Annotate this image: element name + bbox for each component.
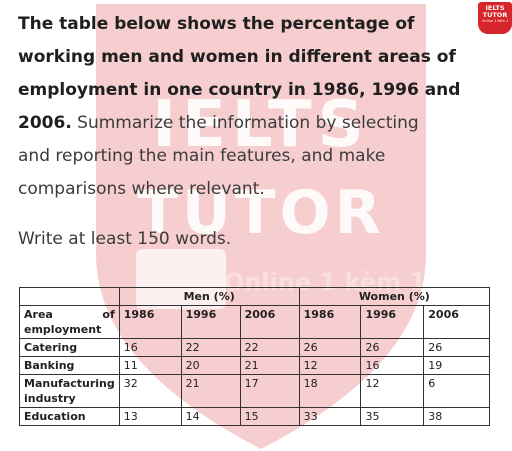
- year-header: 2006: [423, 305, 490, 339]
- prompt-line-3: employment in one country in 1986, 1996 …: [18, 80, 461, 100]
- table-cell: 14: [180, 407, 241, 426]
- prompt-line-5: and reporting the main features, and mak…: [18, 146, 386, 166]
- row-label: Manufacturing industry: [19, 374, 120, 408]
- table-cell: 26: [298, 338, 362, 357]
- table-cell: 26: [360, 338, 425, 357]
- table-cell: 22: [239, 338, 300, 357]
- area-label-bottom: employment: [24, 323, 102, 336]
- table-cell: 21: [239, 356, 300, 375]
- table-year-row: Area of employment 1986 1996 2006 1986 19…: [19, 305, 490, 339]
- table-cell: 26: [423, 338, 490, 357]
- area-of-employment-header: Area of employment: [19, 305, 120, 339]
- table-cell: 19: [423, 356, 490, 375]
- table-group-header-row: Men (%) Women (%): [19, 287, 491, 306]
- table-cell: 35: [360, 407, 425, 426]
- row-label: Banking: [19, 356, 120, 375]
- row-label: Education: [19, 407, 120, 426]
- prompt-line-4: 2006. Summarize the information by selec…: [18, 107, 468, 140]
- employment-table: Men (%) Women (%) Area of employment 1986…: [19, 287, 491, 426]
- prompt-line-6: comparisons where relevant.: [18, 179, 265, 199]
- year-header: 2006: [239, 305, 300, 339]
- logo-line1: IELTS: [485, 4, 505, 12]
- row-label: Catering: [19, 338, 120, 357]
- logo-line2: TUTOR: [482, 11, 508, 19]
- table-cell: 22: [180, 338, 241, 357]
- prompt-line-2: working men and women in different areas…: [18, 47, 456, 67]
- women-header: Women (%): [298, 287, 491, 306]
- year-header: 1996: [180, 305, 241, 339]
- table-cell: 17: [239, 374, 300, 408]
- area-label-right: of: [102, 308, 115, 321]
- watermark-text-ielts: IELTS: [152, 88, 370, 162]
- prompt-line-1: The table below shows the percentage of: [18, 14, 415, 34]
- row-label-line1: Manufacturing: [24, 377, 115, 390]
- table-cell: 33: [298, 407, 362, 426]
- table-cell: 21: [180, 374, 241, 408]
- table-row: Education 13 14 15 33 35 38: [19, 407, 490, 426]
- year-header: 1986: [298, 305, 362, 339]
- table-cell: 12: [298, 356, 362, 375]
- table-cell: 15: [239, 407, 300, 426]
- table-cell: 13: [118, 407, 182, 426]
- table-corner-cell: [19, 287, 120, 306]
- table-cell: 20: [180, 356, 241, 375]
- table-cell: 11: [118, 356, 182, 375]
- task-prompt: The table below shows the percentage of …: [18, 8, 468, 206]
- men-header: Men (%): [118, 287, 300, 306]
- table-row: Banking 11 20 21 12 16 19: [19, 356, 490, 375]
- table-cell: 12: [360, 374, 425, 408]
- prompt-bold-tail: 2006.: [18, 113, 72, 133]
- ielts-tutor-logo: IELTS TUTOR Online 1 kèm 1: [478, 2, 512, 34]
- watermark-text-tutor: TUTOR: [137, 178, 385, 248]
- table-row: Catering 16 22 22 26 26 26: [19, 338, 490, 357]
- logo-line3: Online 1 kèm 1: [481, 19, 509, 23]
- prompt-normal-1: Summarize the information by selecting: [71, 113, 419, 133]
- table-cell: 6: [423, 374, 490, 408]
- row-label-line2: industry: [24, 392, 76, 405]
- table-cell: 32: [118, 374, 182, 408]
- year-header: 1996: [360, 305, 425, 339]
- table-cell: 16: [118, 338, 182, 357]
- table-cell: 16: [360, 356, 425, 375]
- year-header: 1986: [118, 305, 182, 339]
- table-row: Manufacturing industry 32 21 17 18 12 6: [19, 374, 490, 408]
- table-cell: 38: [423, 407, 490, 426]
- word-count-instruction: Write at least 150 words.: [18, 229, 232, 249]
- area-label-left: Area: [24, 308, 53, 321]
- table-cell: 18: [298, 374, 362, 408]
